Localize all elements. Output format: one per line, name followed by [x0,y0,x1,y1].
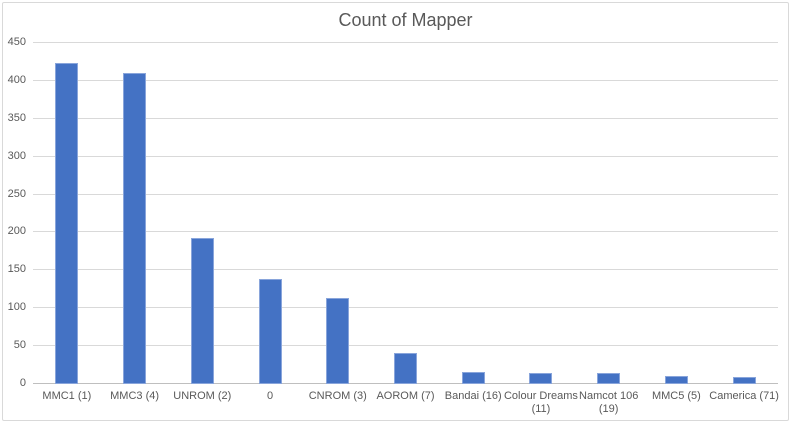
bar[interactable] [664,375,688,384]
x-tick-label: MMC1 (1) [42,390,92,402]
y-tick-label: 450 [7,36,26,48]
bar[interactable] [55,63,79,384]
gridline [33,269,778,271]
gridline [33,42,778,43]
gridline [33,231,778,233]
bar[interactable] [326,297,350,384]
gridline [33,117,778,119]
bar[interactable] [258,278,282,384]
gridline [33,155,778,157]
x-tick-label: 0 [266,390,274,402]
y-tick-label: 150 [7,263,26,276]
bar[interactable] [732,377,756,384]
x-tick-label: MMC5 (5) [651,390,701,402]
gridline [33,307,778,309]
chart-title[interactable]: Count of Mapper [338,10,473,30]
x-tick-label: Bandai (16) [444,390,502,402]
gridline [33,193,778,195]
y-tick-label: 300 [7,149,26,162]
y-tick-label: 400 [7,73,26,86]
x-tick-label: Colour Dreams (11) [503,390,578,415]
bar[interactable] [597,372,621,384]
x-tick-label: MMC3 (4) [110,390,160,402]
y-tick-label: 100 [7,301,26,314]
bar[interactable] [123,72,147,384]
x-tick-label: Namcot 106 (19) [579,390,639,415]
x-tick-label: CNROM (3) [308,390,367,402]
y-tick-label: 0 [19,377,26,389]
x-tick-label: UNROM (2) [173,390,232,402]
y-tick-label: 250 [7,187,26,200]
x-tick-label: AOROM (7) [376,390,435,402]
bar[interactable] [461,371,485,384]
y-tick-label: 50 [13,339,26,352]
bar[interactable] [529,373,553,384]
bar[interactable] [190,237,214,384]
plot-area [33,42,778,384]
bar[interactable] [394,352,417,384]
y-tick-label: 200 [7,225,26,238]
y-tick-label: 350 [7,111,26,124]
gridline [33,79,778,81]
x-tick-label: Camerica (71) [709,390,779,402]
gridline [33,345,778,347]
